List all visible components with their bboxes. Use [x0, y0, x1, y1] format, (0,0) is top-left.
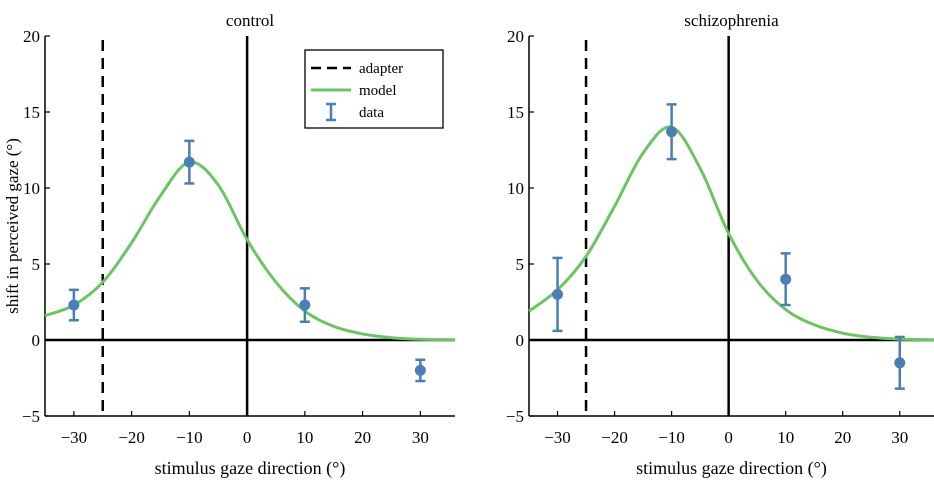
- legend-label-adapter: adapter: [359, 61, 403, 77]
- y-tick-label: 15: [23, 103, 40, 122]
- panel-control: control −5 0 5 10 15 20 −30 −20 −10 0 10 20 30 stimulu…: [3, 11, 456, 479]
- x-tick-label: 20: [834, 428, 851, 447]
- x-tick-label: 20: [354, 428, 371, 447]
- legend-label-model: model: [359, 83, 397, 99]
- x-tick-label: 30: [891, 428, 908, 447]
- y-tick-label: 15: [507, 103, 524, 122]
- x-tick-label: 0: [243, 428, 252, 447]
- data-point: [414, 364, 426, 376]
- data-point-group: [299, 287, 311, 324]
- data-point-group: [414, 358, 426, 383]
- x-tick-label: −10: [176, 428, 203, 447]
- y-tick-label: 10: [23, 179, 40, 198]
- data-point-group: [666, 103, 678, 161]
- x-tick-label: −10: [658, 428, 685, 447]
- y-tick-label: 10: [507, 179, 524, 198]
- data-point: [183, 156, 195, 168]
- model-curve: [528, 125, 934, 342]
- x-tick-label: 30: [412, 428, 429, 447]
- model-curve: [44, 160, 456, 342]
- panel-title: control: [226, 11, 274, 30]
- legend: adapter model data: [304, 49, 444, 129]
- data-point: [552, 288, 564, 300]
- data-point-group: [552, 256, 564, 333]
- x-tick-label: 10: [296, 428, 313, 447]
- data-point: [666, 126, 678, 138]
- data-point: [894, 357, 906, 369]
- x-axis-label: stimulus gaze direction (°): [636, 458, 827, 479]
- legend-label-data: data: [359, 105, 384, 121]
- x-tick-label: −30: [61, 428, 88, 447]
- x-tick-label: −30: [544, 428, 571, 447]
- panel-schizophrenia: schizophrenia −5 0 5 10 15 20 −30 −20 −10 0 10 20 30 s…: [506, 11, 934, 479]
- data-point-group: [894, 335, 906, 390]
- y-axis-label: shift in perceived gaze (°): [3, 138, 22, 314]
- data-point-group: [780, 252, 792, 307]
- panel-title: schizophrenia: [684, 11, 779, 30]
- data-point: [780, 273, 792, 285]
- x-tick-label: 0: [724, 428, 733, 447]
- y-tick-label: 0: [32, 331, 41, 350]
- data-point: [68, 299, 80, 311]
- x-tick-label: −20: [118, 428, 145, 447]
- x-axis-label: stimulus gaze direction (°): [155, 458, 346, 479]
- data-point: [299, 299, 311, 311]
- x-tick-label: −20: [601, 428, 628, 447]
- y-tick-label: 5: [32, 255, 41, 274]
- y-tick-label: 5: [516, 255, 525, 274]
- y-tick-label: 20: [507, 27, 524, 46]
- x-tick-label: 10: [777, 428, 794, 447]
- y-tick-label: 0: [516, 331, 525, 350]
- y-tick-label: −5: [506, 407, 524, 426]
- y-tick-label: 20: [23, 27, 40, 46]
- data-point-group: [68, 288, 80, 322]
- y-tick-label: −5: [22, 407, 40, 426]
- data-point-group: [183, 139, 195, 185]
